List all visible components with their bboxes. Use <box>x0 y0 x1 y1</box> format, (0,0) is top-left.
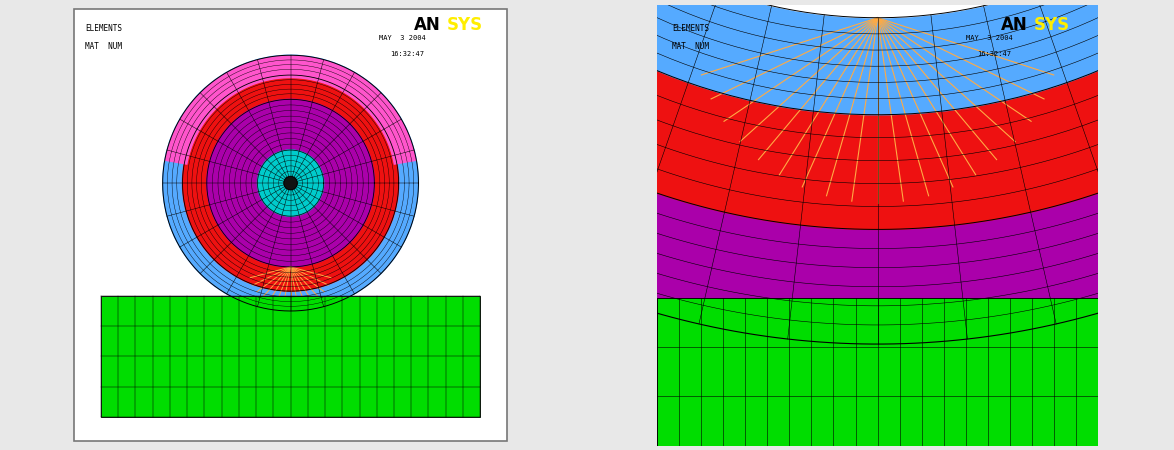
Circle shape <box>284 176 297 190</box>
Text: ELEMENTS: ELEMENTS <box>86 24 122 33</box>
Circle shape <box>402 0 1174 18</box>
Polygon shape <box>164 55 417 165</box>
Text: SYS: SYS <box>1034 16 1071 34</box>
Circle shape <box>182 75 399 291</box>
Circle shape <box>207 99 375 267</box>
Bar <box>101 296 480 417</box>
Text: 16:32:47: 16:32:47 <box>390 51 424 57</box>
Text: 16:32:47: 16:32:47 <box>977 51 1011 57</box>
Circle shape <box>257 150 324 216</box>
Text: AN: AN <box>1001 16 1027 34</box>
Text: AN: AN <box>414 16 440 34</box>
Text: MAT  NUM: MAT NUM <box>673 42 709 51</box>
Circle shape <box>163 55 418 311</box>
Text: SYS: SYS <box>447 16 484 34</box>
Text: MAY  3 2004: MAY 3 2004 <box>966 36 1012 41</box>
Text: MAT  NUM: MAT NUM <box>86 42 122 51</box>
Circle shape <box>304 0 1174 115</box>
Circle shape <box>190 0 1174 230</box>
Text: MAY  3 2004: MAY 3 2004 <box>379 36 425 41</box>
Bar <box>657 298 1098 446</box>
Circle shape <box>75 0 1174 344</box>
Text: ELEMENTS: ELEMENTS <box>673 24 709 33</box>
